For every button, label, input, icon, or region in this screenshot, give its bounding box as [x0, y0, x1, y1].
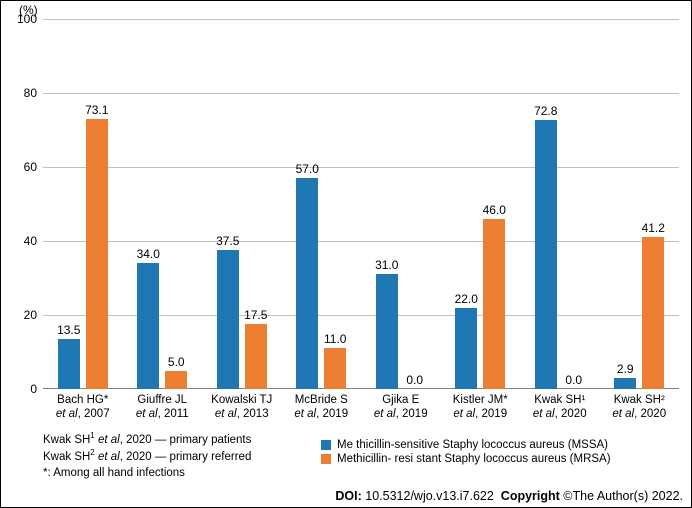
bar-value-label: 17.5 — [244, 308, 267, 324]
legend-label-mssa: Me thicillin-sensitive Staphy lococcus a… — [337, 439, 608, 451]
bar-mssa: 34.0 — [137, 263, 159, 389]
legend: Me thicillin-sensitive Staphy lococcus a… — [321, 439, 611, 467]
x-axis-label: McBride S et al, 2019 — [282, 393, 362, 422]
bar-value-label: 0.0 — [565, 373, 582, 389]
bar-value-label: 41.2 — [642, 221, 665, 237]
legend-item-mrsa: Methicillin- resi stant Staphy lococcus … — [321, 453, 611, 465]
legend-item-mssa: Me thicillin-sensitive Staphy lococcus a… — [321, 439, 611, 451]
ytick-label: 40 — [24, 234, 43, 248]
bar-value-label: 2.9 — [617, 362, 634, 378]
x-axis-label: Bach HG* et al, 2007 — [43, 393, 123, 422]
x-axis-label: Kwak SH¹ et al, 2020 — [520, 393, 600, 422]
x-axis-label: Kowalski TJ et al, 2013 — [202, 393, 282, 422]
bar-value-label: 46.0 — [483, 203, 506, 219]
x-axis-label: Kistler JM* et al, 2019 — [441, 393, 521, 422]
bar-value-label: 11.0 — [324, 332, 346, 348]
bar-mssa: 72.8 — [535, 120, 557, 389]
footnote-3: *: Among all hand infections — [43, 466, 251, 482]
legend-swatch-mssa — [321, 440, 331, 450]
bar-mrsa: 5.0 — [165, 371, 187, 390]
x-axis-labels: Bach HG* et al, 2007Giuffre JL et al, 20… — [43, 393, 679, 422]
x-axis-label: Giuffre JL et al, 2011 — [123, 393, 203, 422]
bar-value-label: 34.0 — [137, 247, 160, 263]
bar-value-label: 22.0 — [455, 292, 478, 308]
bar-mssa: 22.0 — [455, 308, 477, 389]
bar-mrsa: 41.2 — [642, 237, 664, 389]
bar-value-label: 72.8 — [534, 104, 557, 120]
ytick-label: 0 — [30, 382, 43, 396]
x-axis-label: Gjika E et al, 2019 — [361, 393, 441, 422]
bar-value-label: 31.0 — [375, 258, 398, 274]
bar-group: 2.9 41.2 — [600, 19, 680, 389]
bar-group: 37.5 17.5 — [202, 19, 282, 389]
bar-mrsa: 46.0 — [483, 219, 505, 389]
x-axis-label: Kwak SH² et al, 2020 — [600, 393, 680, 422]
ytick-label: 100 — [17, 12, 43, 26]
doi-copyright: DOI: 10.5312/wjo.v13.i7.622 Copyright ©T… — [335, 489, 683, 503]
plot-area: 02040608010013.573.134.05.037.517.557.01… — [43, 19, 679, 389]
bar-mrsa: 11.0 — [324, 348, 346, 389]
bar-mssa: 31.0 — [376, 274, 398, 389]
bar-value-label: 5.0 — [168, 355, 185, 371]
bar-value-label: 13.5 — [57, 323, 80, 339]
ytick-label: 60 — [24, 160, 43, 174]
footnote-2: Kwak SH2 et al, 2020 — primary referred — [43, 448, 251, 465]
bar-value-label: 37.5 — [216, 234, 239, 250]
bar-group: 31.0 0.0 — [361, 19, 441, 389]
ytick-label: 20 — [24, 308, 43, 322]
bar-mssa: 37.5 — [217, 250, 239, 389]
bar-mrsa: 73.1 — [86, 119, 108, 389]
bar-mssa: 57.0 — [296, 178, 318, 389]
ytick-label: 80 — [24, 86, 43, 100]
bar-groups: 13.5 73.1 34.0 5.0 37.5 17.5 57.0 11.0 31.0 0.0 22… — [43, 19, 679, 389]
legend-label-mrsa: Methicillin- resi stant Staphy lococcus … — [337, 453, 611, 465]
footnote-1: Kwak SH1 et al, 2020 — primary patients — [43, 431, 251, 448]
bar-mssa: 2.9 — [614, 378, 636, 389]
bar-mssa: 13.5 — [58, 339, 80, 389]
bar-group: 34.0 5.0 — [123, 19, 203, 389]
bar-value-label: 0.0 — [406, 373, 423, 389]
chart-container: (%) 02040608010013.573.134.05.037.517.55… — [0, 0, 692, 508]
legend-swatch-mrsa — [321, 454, 331, 464]
footnotes: Kwak SH1 et al, 2020 — primary patients … — [43, 431, 251, 481]
bar-value-label: 73.1 — [85, 103, 108, 119]
bar-value-label: 57.0 — [296, 162, 319, 178]
bar-group: 13.5 73.1 — [43, 19, 123, 389]
bar-group: 57.0 11.0 — [282, 19, 362, 389]
bar-group: 72.8 0.0 — [520, 19, 600, 389]
bar-group: 22.0 46.0 — [441, 19, 521, 389]
bar-mrsa: 17.5 — [245, 324, 267, 389]
